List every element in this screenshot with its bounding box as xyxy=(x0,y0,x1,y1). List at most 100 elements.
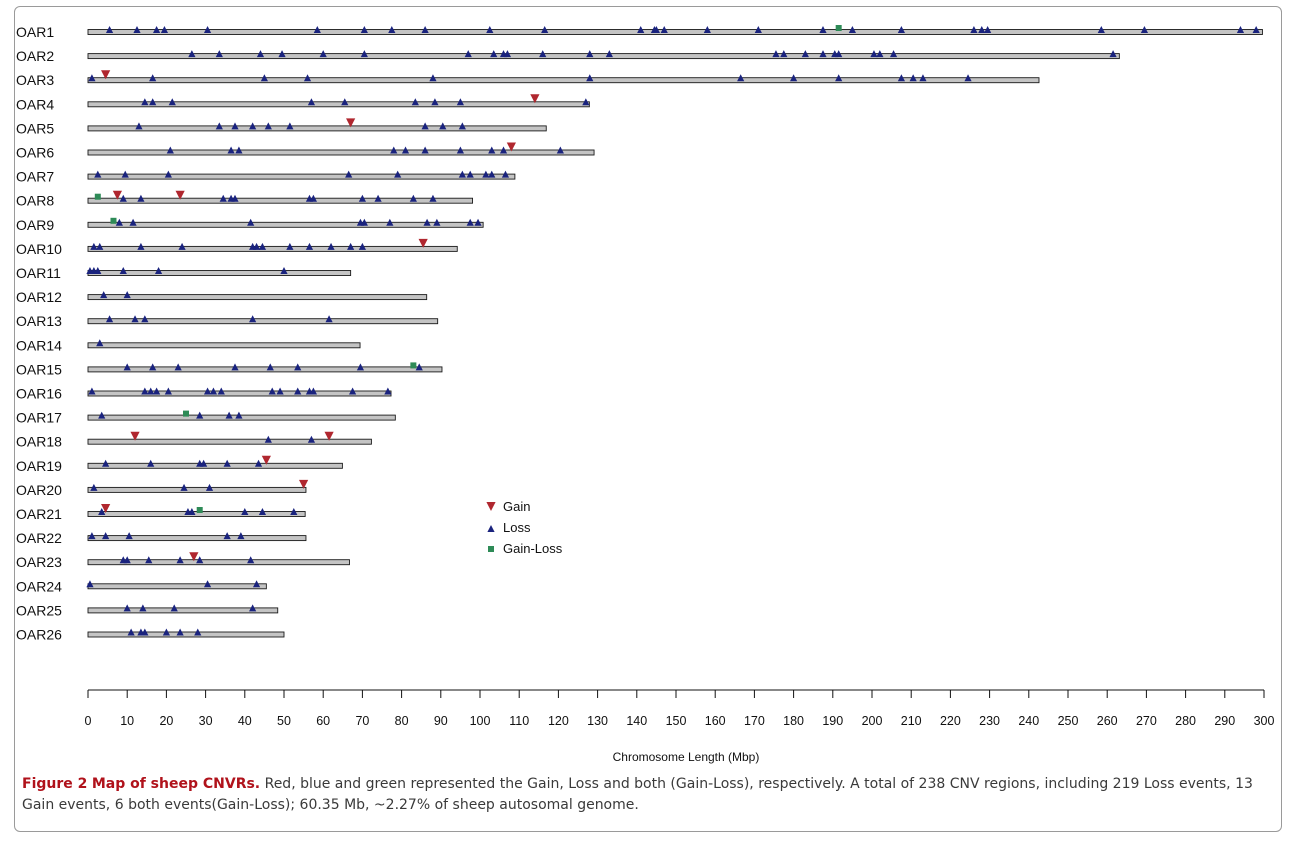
loss-marker xyxy=(294,363,302,371)
x-tick-label: 210 xyxy=(901,714,922,728)
gain-marker xyxy=(189,552,199,562)
gain-marker xyxy=(530,94,540,104)
chromosome-label: OAR13 xyxy=(16,313,62,329)
loss-marker xyxy=(309,387,317,395)
chromosome-bar xyxy=(87,270,352,276)
x-tick-label: 240 xyxy=(1018,714,1039,728)
chromosome-bar xyxy=(87,462,343,469)
chromosome-row-oar10: OAR10 xyxy=(16,238,458,257)
loss-marker xyxy=(86,580,94,588)
x-tick-label: 90 xyxy=(434,714,448,728)
x-tick-label: 150 xyxy=(666,714,687,728)
loss-marker xyxy=(984,26,992,33)
loss-marker xyxy=(264,435,272,443)
legend-gain-symbol xyxy=(486,502,496,511)
loss-marker xyxy=(203,26,212,33)
loss-marker xyxy=(390,146,398,154)
loss-marker xyxy=(147,459,155,467)
chromosome-label: OAR3 xyxy=(16,72,54,88)
loss-marker xyxy=(280,267,288,274)
loss-marker xyxy=(474,218,482,226)
loss-marker xyxy=(88,532,96,540)
loss-marker xyxy=(105,26,114,33)
loss-marker xyxy=(162,628,170,636)
chromosome-label: OAR5 xyxy=(16,120,54,136)
chromosome-bar xyxy=(87,583,267,590)
loss-marker xyxy=(127,628,135,636)
loss-marker xyxy=(100,291,108,299)
gain-loss-marker xyxy=(94,193,101,200)
loss-marker xyxy=(909,74,917,82)
chromosome-row-oar19: OAR19 xyxy=(16,455,343,474)
loss-marker xyxy=(249,122,257,130)
chromosome-rows: OAR1 OAR2 OAR3 OAR4 OAR5 OAR6 OAR7 OAR8 OAR9 OAR1… xyxy=(16,24,1263,643)
loss-marker xyxy=(1236,26,1245,33)
chromosome-bar xyxy=(87,390,392,397)
chromosome-bar xyxy=(87,221,484,228)
loss-marker xyxy=(96,242,104,250)
chromosome-bar xyxy=(87,366,443,373)
cnvr-chart: OAR1 OAR2 OAR3 OAR4 OAR5 OAR6 OAR7 OAR8 OAR9 OAR1… xyxy=(16,24,1274,764)
chromosome-row-oar7: OAR7 xyxy=(16,169,516,185)
loss-marker xyxy=(247,218,255,226)
loss-marker xyxy=(835,50,843,58)
chromosome-row-oar9: OAR9 xyxy=(16,217,484,233)
loss-marker xyxy=(313,26,321,33)
chromosome-label: OAR26 xyxy=(16,627,62,643)
loss-marker xyxy=(482,170,490,178)
loss-marker xyxy=(168,98,176,106)
legend: Gain Loss Gain-Loss xyxy=(486,499,563,556)
loss-marker xyxy=(307,435,316,443)
chromosome-bar xyxy=(87,559,350,566)
chromosome-bar xyxy=(87,342,361,349)
loss-marker xyxy=(121,170,129,178)
chromosome-label: OAR12 xyxy=(16,289,62,305)
loss-marker xyxy=(1140,26,1149,33)
x-tick-label: 20 xyxy=(159,714,173,728)
chromosome-row-oar16: OAR16 xyxy=(16,386,392,402)
loss-marker xyxy=(325,315,333,323)
loss-marker xyxy=(466,170,474,178)
chromosome-bar xyxy=(87,245,458,252)
chromosome-label: OAR7 xyxy=(16,169,54,185)
loss-marker xyxy=(309,194,317,202)
chromosome-bar xyxy=(87,318,439,325)
chromosome-bar xyxy=(87,149,595,156)
loss-marker xyxy=(345,170,353,178)
chromosome-row-oar11: OAR11 xyxy=(16,265,352,281)
chromosome-row-oar25: OAR25 xyxy=(16,602,279,618)
loss-marker xyxy=(160,26,169,33)
loss-marker xyxy=(835,74,843,82)
loss-marker xyxy=(978,26,986,33)
loss-marker xyxy=(137,242,145,250)
loss-marker xyxy=(421,26,429,33)
loss-marker xyxy=(290,508,298,515)
figure-caption: Figure 2 Map of sheep CNVRs. Red, blue a… xyxy=(22,774,1272,816)
loss-marker xyxy=(433,218,441,226)
loss-marker xyxy=(586,74,594,82)
x-tick-label: 290 xyxy=(1214,714,1235,728)
gain-marker xyxy=(101,70,111,80)
loss-marker xyxy=(490,50,498,58)
loss-marker xyxy=(180,483,188,491)
loss-marker xyxy=(356,363,365,371)
loss-marker xyxy=(703,26,711,33)
loss-marker xyxy=(660,26,668,33)
loss-marker xyxy=(303,74,312,82)
legend-label: Gain-Loss xyxy=(503,541,563,556)
loss-marker xyxy=(149,363,157,371)
chromosome-label: OAR9 xyxy=(16,217,54,233)
loss-marker xyxy=(870,50,878,58)
loss-marker xyxy=(252,242,261,250)
loss-marker xyxy=(341,98,349,106)
chromosome-label: OAR18 xyxy=(16,434,62,450)
loss-marker xyxy=(141,315,149,323)
loss-marker xyxy=(360,26,368,33)
chromosome-row-oar13: OAR13 xyxy=(16,313,439,329)
loss-marker xyxy=(223,532,231,540)
chromosome-row-oar2: OAR2 xyxy=(16,48,1120,64)
loss-marker xyxy=(429,74,437,82)
gain-marker xyxy=(346,118,356,128)
loss-marker xyxy=(415,363,423,371)
loss-marker xyxy=(88,74,96,82)
